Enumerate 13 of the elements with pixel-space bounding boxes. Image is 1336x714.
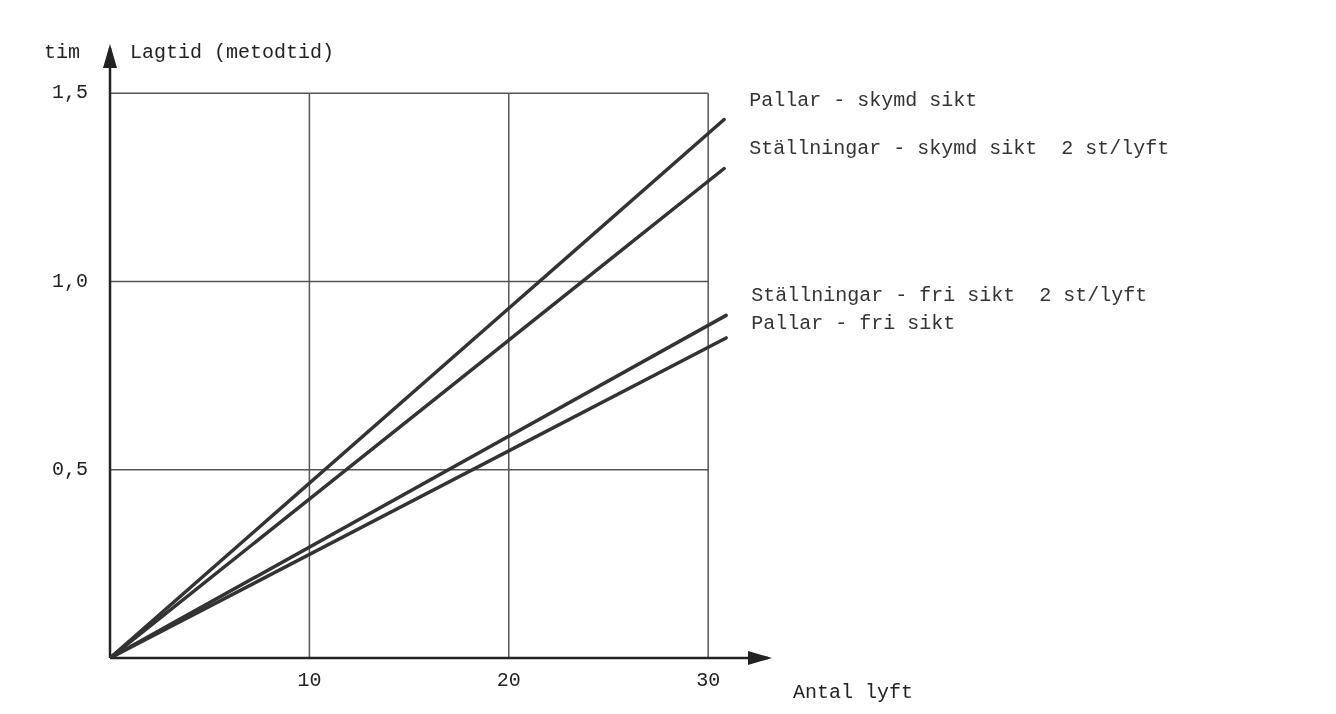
y-tick-label: 0,5 — [51, 458, 89, 482]
x-tick-label: 10 — [297, 669, 322, 693]
series-label: Ställningar - skymd sikt 2 st/lyft — [749, 137, 1170, 161]
y-axis-title: tim — [43, 41, 81, 64]
x-tick-label: 20 — [496, 669, 521, 693]
x-axis-title: Antal lyft — [793, 681, 914, 704]
y-tick-label: 1,5 — [51, 81, 89, 105]
series-label: Pallar - skymd sikt — [749, 88, 978, 112]
series-label: Pallar - fri sikt — [751, 312, 956, 336]
series-label: Ställningar - fri sikt 2 st/lyft — [751, 284, 1148, 308]
chart-title: Lagtid (metodtid) — [130, 41, 335, 64]
x-tick-label: 30 — [696, 669, 721, 693]
y-tick-label: 1,0 — [51, 269, 89, 293]
